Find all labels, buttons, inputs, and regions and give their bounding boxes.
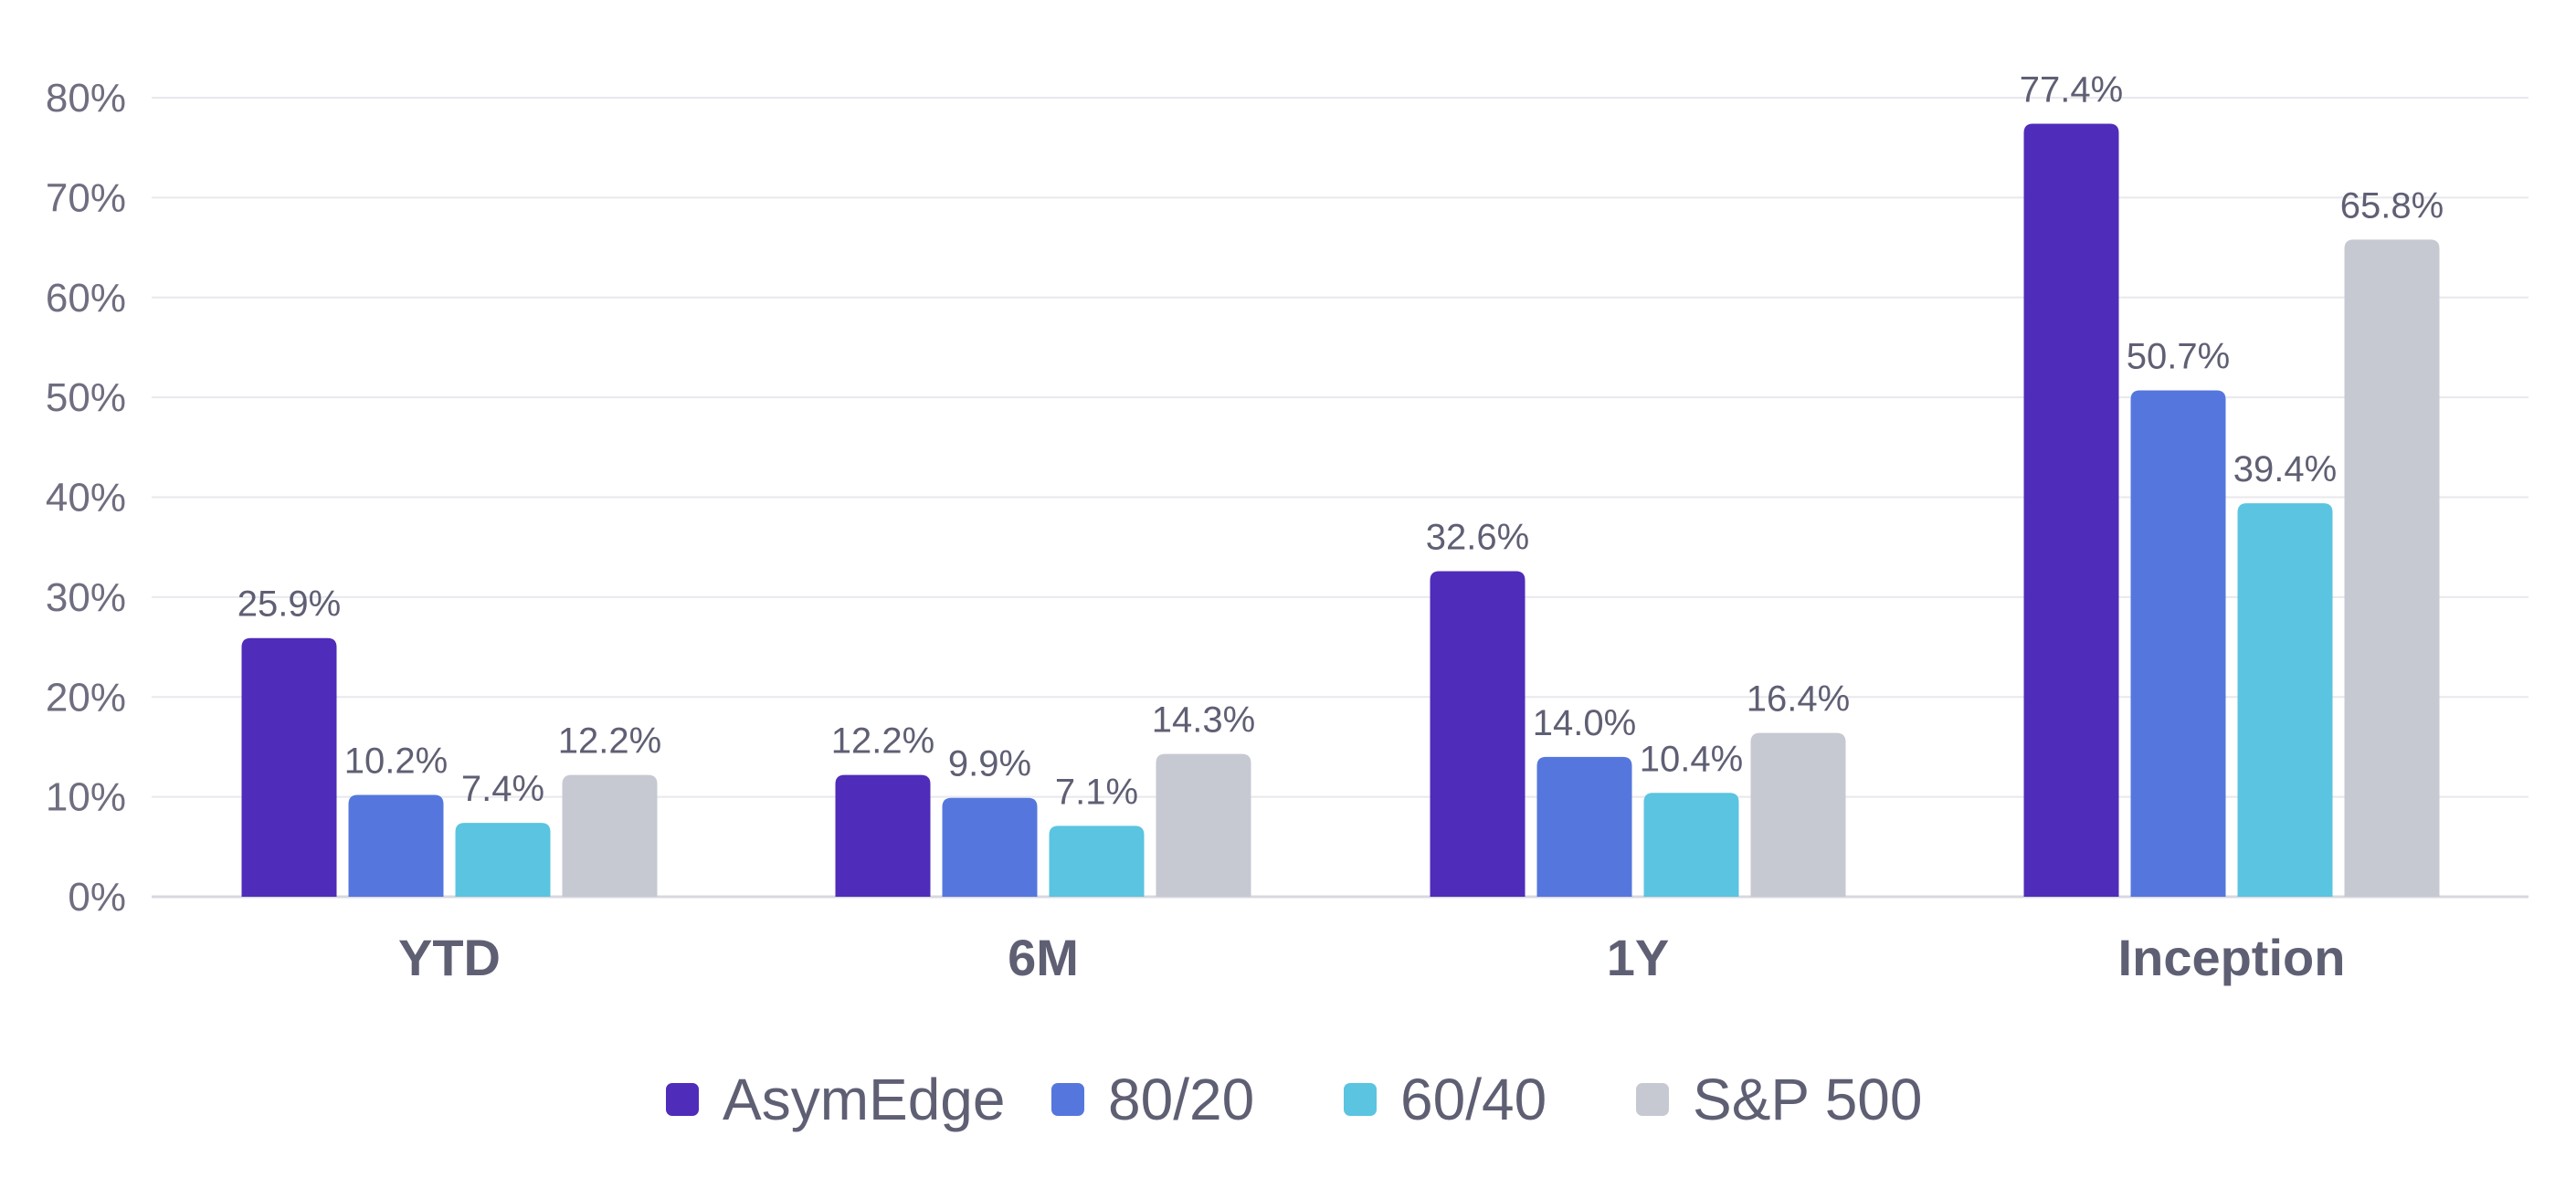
bar-ytd-2 (455, 823, 551, 897)
bar-inception-3 (2344, 239, 2440, 897)
bar-value-label: 7.1% (1055, 772, 1138, 812)
legend-item-0: AsymEdge (666, 1067, 1005, 1132)
legend-item-1: 80/20 (1051, 1067, 1254, 1132)
category-label-ytd: YTD (398, 929, 501, 986)
bar-value-label: 7.4% (461, 769, 544, 809)
category-label-6m: 6M (1008, 929, 1079, 986)
bar-ytd-3 (562, 774, 658, 897)
bar-value-label: 65.8% (2340, 185, 2444, 226)
legend-swatch (1636, 1083, 1669, 1116)
y-tick-label: 0% (68, 875, 126, 920)
legend-swatch (666, 1083, 699, 1116)
legend-label: 80/20 (1108, 1067, 1254, 1132)
bar-value-label: 25.9% (238, 584, 341, 625)
category-label-inception: Inception (2118, 929, 2346, 986)
bars (241, 123, 2440, 897)
bar-1y-3 (1750, 732, 1846, 897)
bar-value-label: 14.3% (1152, 700, 1255, 741)
bar-1y-2 (1643, 793, 1739, 897)
bar-inception-0 (2023, 123, 2119, 897)
y-axis-tick-labels: 0% 10% 20% 30% 40% 50% 60% 70% 80% (46, 76, 126, 920)
bar-value-labels: 25.9% 10.2% 7.4% 12.2% 12.2% 9.9% 7.1% 14.3% 32.… (238, 69, 2444, 812)
bar-value-label: 32.6% (1426, 517, 1529, 557)
bar-inception-1 (2130, 390, 2226, 897)
legend-item-3: S&P 500 (1636, 1067, 1922, 1132)
bar-6m-0 (835, 774, 931, 897)
bar-ytd-1 (348, 794, 444, 897)
bar-6m-1 (942, 797, 1038, 897)
bar-1y-1 (1536, 756, 1632, 897)
y-tick-label: 70% (46, 175, 126, 220)
y-tick-label: 10% (46, 775, 126, 820)
y-tick-label: 60% (46, 276, 126, 321)
legend-label: 60/40 (1400, 1067, 1547, 1132)
y-tick-label: 30% (46, 575, 126, 620)
bar-6m-3 (1156, 753, 1251, 897)
y-tick-label: 20% (46, 675, 126, 720)
bar-value-label: 50.7% (2127, 336, 2230, 376)
legend-label: AsymEdge (723, 1067, 1005, 1132)
bar-value-label: 39.4% (2233, 449, 2337, 489)
bar-value-label: 14.0% (1533, 703, 1636, 743)
bar-value-label: 12.2% (831, 721, 934, 762)
y-tick-label: 80% (46, 76, 126, 121)
bar-value-label: 10.2% (344, 741, 448, 781)
bar-1y-0 (1430, 571, 1526, 897)
y-tick-label: 50% (46, 375, 126, 420)
bar-value-label: 12.2% (558, 721, 661, 762)
legend-item-2: 60/40 (1344, 1067, 1547, 1132)
bar-value-label: 16.4% (1747, 679, 1850, 720)
category-label-1y: 1Y (1607, 929, 1670, 986)
legend-swatch (1051, 1083, 1084, 1116)
bar-value-label: 10.4% (1640, 739, 1743, 779)
bar-value-label: 9.9% (948, 744, 1031, 784)
bar-value-label: 77.4% (2020, 69, 2123, 110)
bar-inception-2 (2237, 503, 2333, 897)
bar-ytd-0 (241, 637, 337, 897)
legend-label: S&P 500 (1693, 1067, 1922, 1132)
y-tick-label: 40% (46, 476, 126, 521)
bar-6m-2 (1049, 826, 1145, 897)
legend-swatch (1344, 1083, 1377, 1116)
x-axis-category-labels: YTD 6M 1Y Inception (398, 929, 2345, 986)
legend: AsymEdge 80/20 60/40 S&P 500 (666, 1067, 1922, 1132)
